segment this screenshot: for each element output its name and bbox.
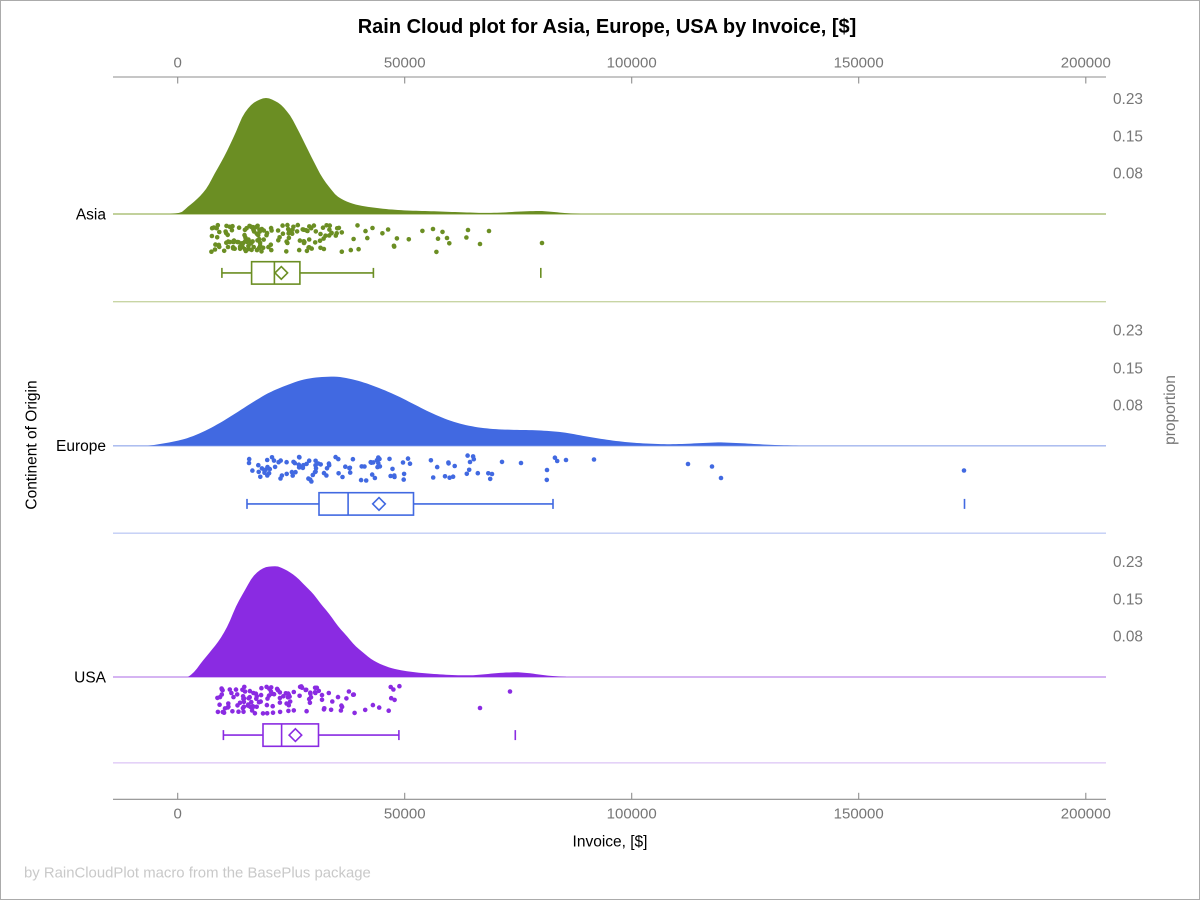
svg-text:Rain Cloud plot for Asia, Euro: Rain Cloud plot for Asia, Europe, USA by… [358,16,857,38]
svg-text:200000: 200000 [1061,806,1111,823]
svg-text:0.15: 0.15 [1113,129,1143,146]
svg-text:200000: 200000 [1061,55,1111,72]
svg-text:50000: 50000 [384,806,426,823]
svg-text:Continent of Origin: Continent of Origin [24,380,41,509]
svg-text:Europe: Europe [56,438,106,455]
svg-text:0.08: 0.08 [1113,629,1143,646]
svg-text:0.23: 0.23 [1113,323,1143,340]
svg-text:Asia: Asia [76,206,107,223]
svg-text:150000: 150000 [834,806,884,823]
svg-text:0.08: 0.08 [1113,166,1143,183]
svg-text:100000: 100000 [607,806,657,823]
svg-text:100000: 100000 [607,55,657,72]
svg-text:0: 0 [174,55,182,72]
svg-text:0.23: 0.23 [1113,91,1143,108]
svg-text:0.08: 0.08 [1113,397,1143,414]
svg-text:0: 0 [174,806,182,823]
svg-text:0.23: 0.23 [1113,554,1143,571]
svg-text:by RainCloudPlot macro from th: by RainCloudPlot macro from the BasePlus… [24,866,371,882]
svg-text:150000: 150000 [834,55,884,72]
svg-text:Invoice, [$]: Invoice, [$] [573,834,648,851]
svg-text:USA: USA [74,669,107,686]
svg-text:50000: 50000 [384,55,426,72]
svg-text:proportion: proportion [1162,375,1179,445]
svg-text:0.15: 0.15 [1113,360,1143,377]
svg-text:0.15: 0.15 [1113,592,1143,609]
